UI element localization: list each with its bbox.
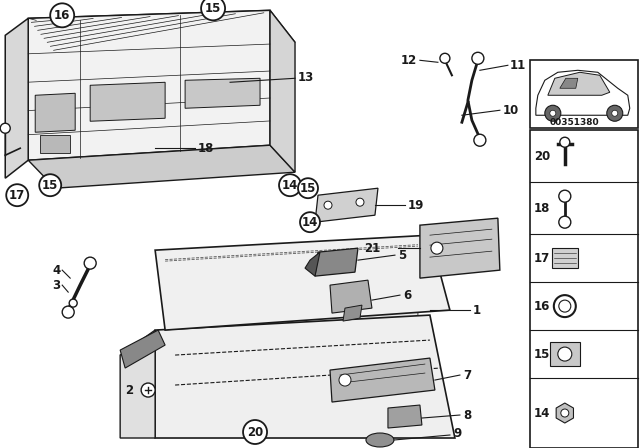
Text: 12: 12: [401, 54, 417, 67]
Polygon shape: [330, 358, 435, 402]
Polygon shape: [165, 243, 418, 333]
Text: 9: 9: [453, 426, 461, 439]
Bar: [550, 342, 580, 366]
Text: 18: 18: [534, 202, 550, 215]
Circle shape: [324, 201, 332, 209]
Circle shape: [561, 409, 569, 417]
Circle shape: [141, 383, 155, 397]
Polygon shape: [420, 218, 500, 278]
Circle shape: [559, 190, 571, 202]
Polygon shape: [343, 305, 362, 321]
Circle shape: [62, 306, 74, 318]
Polygon shape: [536, 70, 630, 115]
Text: 6: 6: [403, 289, 411, 302]
Text: 17: 17: [9, 189, 26, 202]
Circle shape: [300, 212, 320, 232]
Text: 14: 14: [302, 215, 318, 228]
Circle shape: [431, 242, 443, 254]
Text: 3: 3: [52, 279, 60, 292]
Circle shape: [243, 420, 267, 444]
Text: 14: 14: [282, 179, 298, 192]
Bar: [530, 60, 637, 128]
Text: 21: 21: [364, 241, 380, 254]
Polygon shape: [315, 188, 378, 222]
Circle shape: [356, 198, 364, 206]
Circle shape: [550, 110, 556, 116]
Circle shape: [440, 53, 450, 63]
Text: 00351380: 00351380: [550, 118, 600, 127]
Circle shape: [560, 137, 570, 147]
Polygon shape: [35, 93, 75, 132]
Text: 20: 20: [247, 426, 263, 439]
Circle shape: [554, 295, 576, 317]
Circle shape: [50, 3, 74, 27]
Polygon shape: [560, 78, 578, 88]
Bar: [552, 248, 578, 268]
Polygon shape: [5, 18, 28, 178]
Text: 18: 18: [198, 142, 214, 155]
Polygon shape: [270, 10, 295, 172]
Text: 13: 13: [298, 71, 314, 84]
Polygon shape: [315, 248, 358, 276]
Text: 17: 17: [534, 252, 550, 265]
Polygon shape: [120, 330, 165, 368]
Polygon shape: [28, 145, 295, 188]
Text: 5: 5: [398, 249, 406, 262]
Polygon shape: [556, 403, 573, 423]
Circle shape: [298, 178, 318, 198]
Text: 20: 20: [534, 150, 550, 163]
Text: 15: 15: [42, 179, 58, 192]
Polygon shape: [305, 252, 320, 276]
Bar: [530, 130, 637, 448]
Bar: [40, 135, 70, 153]
Text: 19: 19: [408, 198, 424, 212]
Polygon shape: [155, 315, 455, 438]
Circle shape: [607, 105, 623, 121]
Text: 8: 8: [463, 409, 471, 422]
Polygon shape: [388, 405, 422, 428]
Circle shape: [339, 374, 351, 386]
Circle shape: [545, 105, 561, 121]
Text: 15: 15: [205, 2, 221, 15]
Polygon shape: [548, 72, 610, 95]
Polygon shape: [90, 82, 165, 121]
Circle shape: [39, 174, 61, 196]
Circle shape: [201, 0, 225, 20]
Text: 16: 16: [534, 300, 550, 313]
Polygon shape: [28, 10, 295, 52]
Circle shape: [69, 299, 77, 307]
Text: 1: 1: [473, 304, 481, 317]
Polygon shape: [28, 10, 270, 160]
Text: 15: 15: [300, 182, 316, 195]
Circle shape: [612, 110, 618, 116]
Circle shape: [559, 300, 571, 312]
Text: 2: 2: [125, 383, 133, 396]
Text: 11: 11: [510, 59, 526, 72]
Polygon shape: [155, 235, 450, 330]
Text: 16: 16: [54, 9, 70, 22]
Polygon shape: [330, 280, 372, 313]
Polygon shape: [185, 78, 260, 108]
Ellipse shape: [366, 433, 394, 447]
Circle shape: [279, 174, 301, 196]
Circle shape: [84, 257, 96, 269]
Polygon shape: [120, 330, 155, 438]
Text: 14: 14: [534, 406, 550, 419]
Circle shape: [559, 216, 571, 228]
Circle shape: [0, 123, 10, 133]
Circle shape: [472, 52, 484, 65]
Text: 7: 7: [463, 369, 471, 382]
Text: 10: 10: [503, 104, 519, 117]
Circle shape: [474, 134, 486, 146]
Text: 4: 4: [52, 263, 60, 276]
Circle shape: [558, 347, 572, 361]
Text: 15: 15: [534, 348, 550, 361]
Circle shape: [6, 184, 28, 206]
